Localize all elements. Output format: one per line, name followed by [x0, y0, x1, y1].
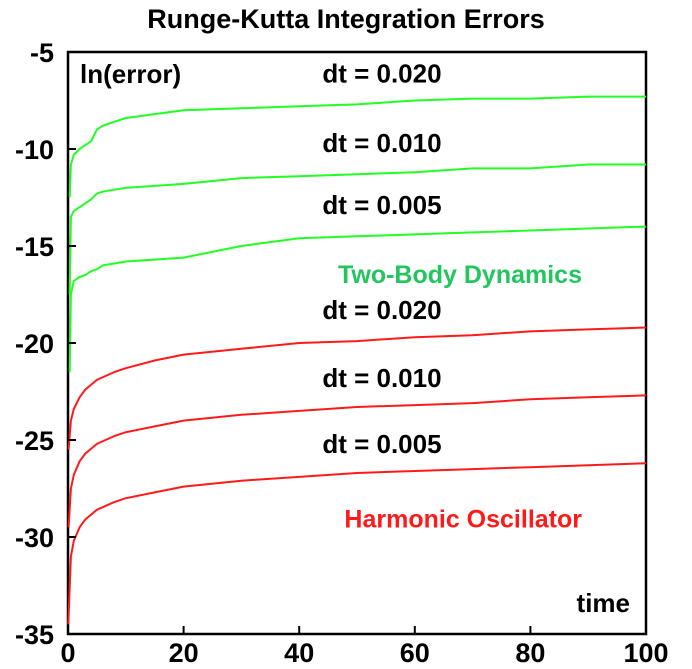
- y-tick-label: -15: [15, 232, 54, 262]
- ticks-layer: 0 20 40 60 80 100 -35 -30 -25 -20 -15 -10 -5: [15, 38, 669, 668]
- group-label-two-body: Two-Body Dynamics: [338, 261, 582, 289]
- x-tick-label: 100: [623, 638, 668, 668]
- series-label-1: dt = 0.010: [322, 128, 441, 158]
- y-axis-label: ln(error): [80, 59, 181, 89]
- series-label-4: dt = 0.010: [322, 363, 441, 393]
- y-tick-label: -35: [15, 620, 54, 650]
- series-line-4: [67, 394, 647, 528]
- x-tick-label: 0: [60, 638, 75, 668]
- series-line-5: [67, 462, 647, 625]
- x-tick-label: 20: [169, 638, 199, 668]
- series-line-3: [67, 326, 647, 450]
- chart-title: Runge-Kutta Integration Errors: [147, 4, 545, 34]
- y-tick-label: -25: [15, 426, 54, 456]
- series-label-5: dt = 0.005: [322, 429, 441, 459]
- series-line-0: [68, 95, 646, 198]
- x-tick-label: 60: [400, 638, 430, 668]
- group-label-harmonic: Harmonic Oscillator: [344, 505, 582, 533]
- series-layer: [67, 95, 647, 625]
- series-label-0: dt = 0.020: [322, 58, 441, 88]
- y-tick-label: -10: [15, 135, 54, 165]
- series-line-1: [68, 163, 646, 295]
- series-label-3: dt = 0.020: [322, 295, 441, 325]
- y-tick-label: -20: [15, 329, 54, 359]
- series-label-2: dt = 0.005: [322, 190, 441, 220]
- x-tick-label: 40: [284, 638, 314, 668]
- x-tick-label: 80: [515, 638, 545, 668]
- y-tick-label: -5: [30, 38, 54, 68]
- series-line-2: [68, 225, 647, 373]
- x-axis-label: time: [577, 588, 630, 618]
- annotation-layer: dt = 0.020 dt = 0.010 dt = 0.005 dt = 0.020…: [322, 58, 582, 533]
- y-tick-label: -30: [15, 523, 54, 553]
